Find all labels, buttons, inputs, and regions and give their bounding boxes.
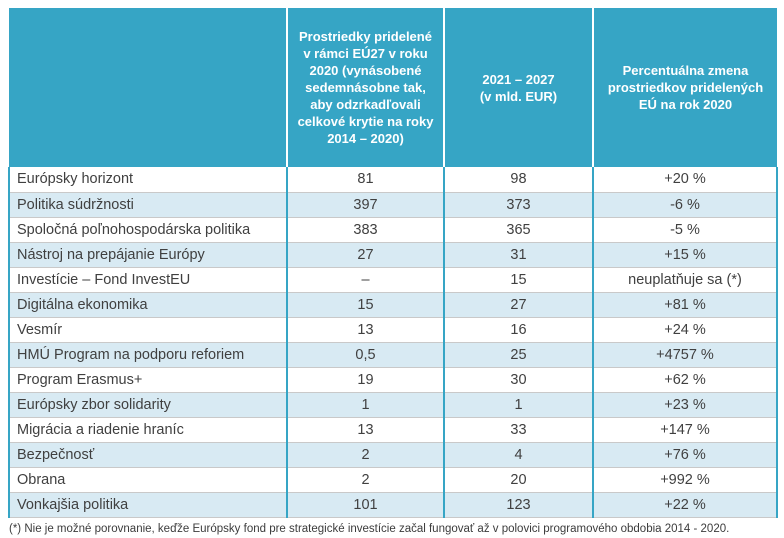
table-row: HMÚ Program na podporu reforiem 0,5 25 +475… <box>8 341 778 367</box>
allocation-2021-2027-value: 16 <box>443 316 593 342</box>
allocation-2020-value: 0,5 <box>286 341 444 367</box>
table-row: Program Erasmus+ 19 30 +62 % <box>8 366 778 392</box>
percent-change-value: +81 % <box>592 291 778 317</box>
header-2021-2027-column: 2021 – 2027 (v mld. EUR) <box>443 8 593 167</box>
row-label: Vonkajšia politika <box>8 491 287 518</box>
row-label: Európsky zbor solidarity <box>8 391 287 417</box>
table-row: Európsky horizont 81 98 +20 % <box>8 167 778 192</box>
header-allocation-2020-column: Prostriedky pridelené v rámci EÚ27 v rok… <box>286 8 444 167</box>
row-label: Obrana <box>8 466 287 492</box>
table-row: Obrana 2 20 +992 % <box>8 466 778 492</box>
percent-change-value: +24 % <box>592 316 778 342</box>
percent-change-value: -5 % <box>592 216 778 242</box>
header-row: Prostriedky pridelené v rámci EÚ27 v rok… <box>9 8 777 167</box>
table-row: Nástroj na prepájanie Európy 27 31 +15 % <box>8 241 778 267</box>
header-program-column <box>9 8 287 167</box>
allocation-2021-2027-value: 33 <box>443 416 593 442</box>
allocation-2021-2027-value: 123 <box>443 491 593 518</box>
allocation-2021-2027-value: 27 <box>443 291 593 317</box>
allocation-2021-2027-value: 1 <box>443 391 593 417</box>
allocation-2020-value: 101 <box>286 491 444 518</box>
table-row: Vonkajšia politika 101 123 +22 % <box>8 491 778 518</box>
allocation-2020-value: 81 <box>286 167 444 192</box>
allocation-2020-value: 27 <box>286 241 444 267</box>
percent-change-value: +20 % <box>592 167 778 192</box>
percent-change-value: +22 % <box>592 491 778 518</box>
row-label: Investície – Fond InvestEU <box>8 266 287 292</box>
row-label: Európsky horizont <box>8 167 287 192</box>
table-row: Politika súdržnosti 397 373 -6 % <box>8 191 778 217</box>
allocation-2021-2027-value: 31 <box>443 241 593 267</box>
row-label: Vesmír <box>8 316 287 342</box>
row-label: Migrácia a riadenie hraníc <box>8 416 287 442</box>
percent-change-value: +76 % <box>592 441 778 467</box>
row-label: HMÚ Program na podporu reforiem <box>8 341 287 367</box>
allocation-2021-2027-value: 20 <box>443 466 593 492</box>
allocation-2020-value: 19 <box>286 366 444 392</box>
row-label: Spoločná poľnohospodárska politika <box>8 216 287 242</box>
table-body: Európsky horizont 81 98 +20 % Politika súdrž… <box>8 167 778 518</box>
header-percent-change-column: Percentuálna zmena prostriedkov pridelen… <box>592 8 777 167</box>
percent-change-value: +23 % <box>592 391 778 417</box>
row-label: Digitálna ekonomika <box>8 291 287 317</box>
allocation-2020-value: 13 <box>286 416 444 442</box>
allocation-2020-value: 15 <box>286 291 444 317</box>
row-label: Nástroj na prepájanie Európy <box>8 241 287 267</box>
table-row: Európsky zbor solidarity 1 1 +23 % <box>8 391 778 417</box>
row-label: Bezpečnosť <box>8 441 287 467</box>
allocation-2020-value: – <box>286 266 444 292</box>
allocation-2021-2027-value: 365 <box>443 216 593 242</box>
allocation-2021-2027-value: 25 <box>443 341 593 367</box>
percent-change-value: +147 % <box>592 416 778 442</box>
allocation-2020-value: 1 <box>286 391 444 417</box>
allocation-2020-value: 2 <box>286 441 444 467</box>
row-label: Program Erasmus+ <box>8 366 287 392</box>
allocation-2020-value: 13 <box>286 316 444 342</box>
footnote: (*) Nie je možné porovnanie, keďže Európ… <box>9 522 730 535</box>
percent-change-value: +992 % <box>592 466 778 492</box>
table-row: Spoločná poľnohospodárska politika 383 365… <box>8 216 778 242</box>
allocation-2021-2027-value: 30 <box>443 366 593 392</box>
allocation-2021-2027-value: 373 <box>443 191 593 217</box>
table-row: Vesmír 13 16 +24 % <box>8 316 778 342</box>
percent-change-value: +15 % <box>592 241 778 267</box>
percent-change-value: neuplatňuje sa (*) <box>592 266 778 292</box>
table-header: Prostriedky pridelené v rámci EÚ27 v rok… <box>9 8 777 167</box>
row-label: Politika súdržnosti <box>8 191 287 217</box>
allocation-2021-2027-value: 15 <box>443 266 593 292</box>
allocation-2020-value: 383 <box>286 216 444 242</box>
percent-change-value: -6 % <box>592 191 778 217</box>
allocation-2021-2027-value: 98 <box>443 167 593 192</box>
allocation-2021-2027-value: 4 <box>443 441 593 467</box>
percent-change-value: +62 % <box>592 366 778 392</box>
table-row: Digitálna ekonomika 15 27 +81 % <box>8 291 778 317</box>
allocation-2020-value: 2 <box>286 466 444 492</box>
allocation-2020-value: 397 <box>286 191 444 217</box>
percent-change-value: +4757 % <box>592 341 778 367</box>
table-row: Bezpečnosť 2 4 +76 % <box>8 441 778 467</box>
table-row: Investície – Fond InvestEU –15 neuplatňuje… <box>8 266 778 292</box>
eu-budget-table: Prostriedky pridelené v rámci EÚ27 v rok… <box>8 8 778 518</box>
table-row: Migrácia a riadenie hraníc 13 33 +147 % <box>8 416 778 442</box>
